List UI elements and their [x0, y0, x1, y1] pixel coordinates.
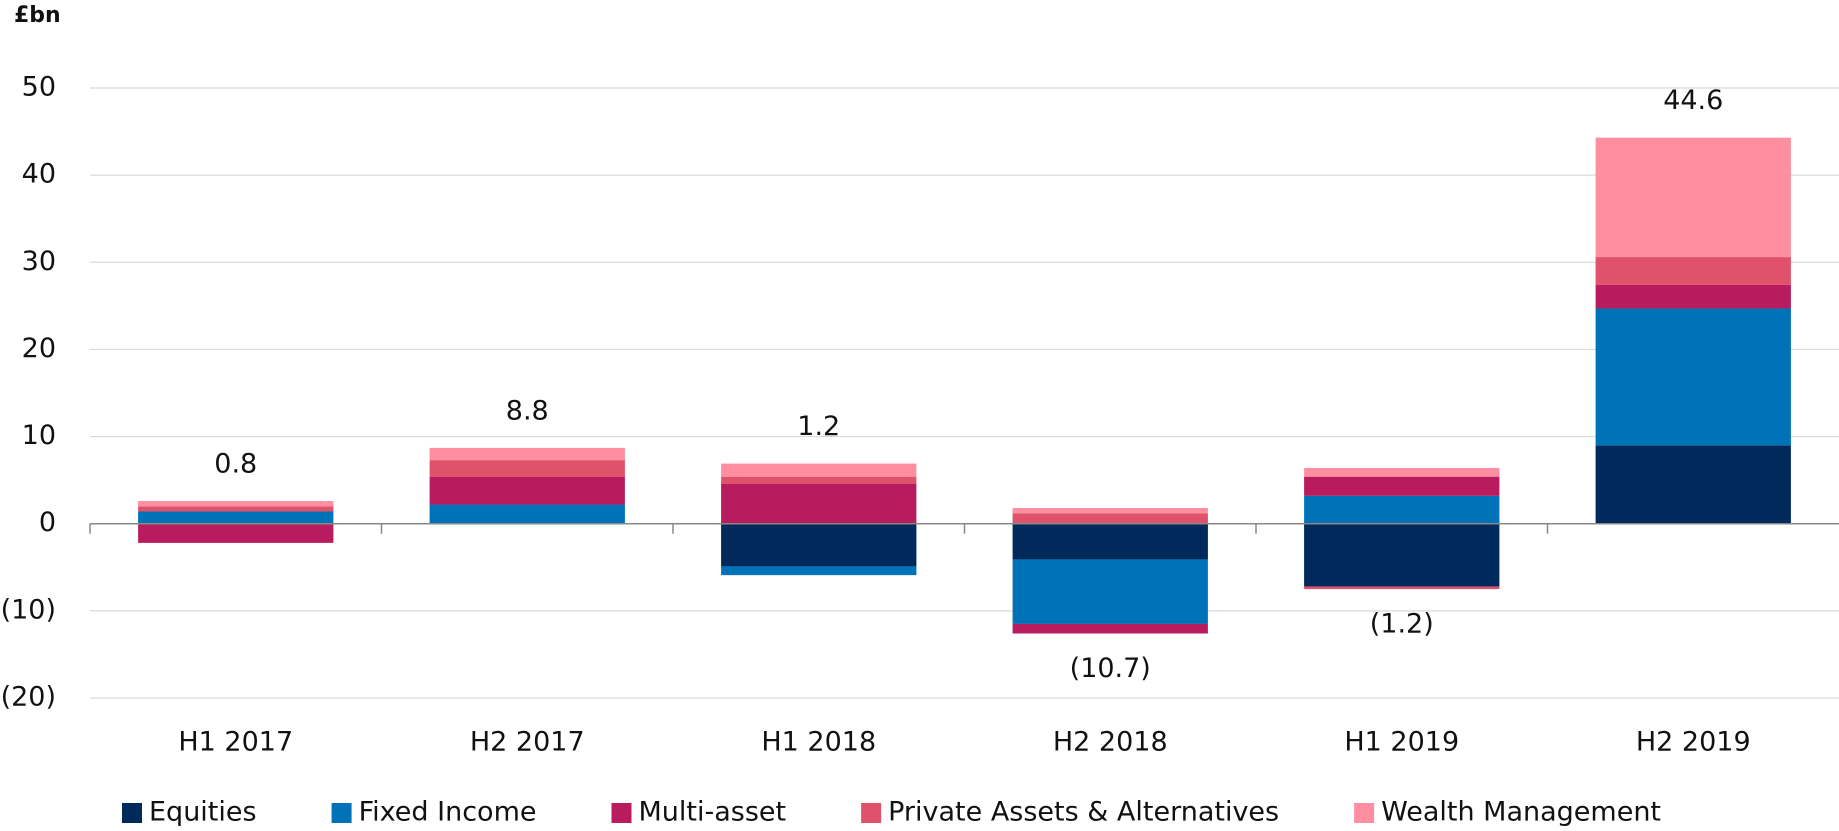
bar-segment — [1304, 467, 1500, 477]
bar-segment — [1012, 623, 1208, 634]
legend-label: Wealth Management — [1381, 797, 1661, 828]
bar-segment — [1595, 445, 1791, 524]
bar-segment — [429, 447, 625, 461]
bar-segment — [721, 566, 917, 576]
bar-segment — [1012, 559, 1208, 624]
y-tick-label: 0 — [39, 507, 56, 538]
y-tick-label: 10 — [22, 420, 56, 451]
y-axis-label: £bn — [14, 3, 61, 28]
y-tick-label: (10) — [1, 594, 56, 625]
bar-segment — [1595, 137, 1791, 258]
bar-segment — [1012, 508, 1208, 514]
bar-segment — [721, 476, 917, 484]
legend-swatch — [331, 803, 352, 823]
total-label: 8.8 — [506, 395, 549, 426]
y-tick-label: 50 — [22, 72, 56, 103]
bar-segment — [1595, 257, 1791, 285]
y-tick-label: (20) — [1, 682, 56, 713]
legend-swatch — [611, 803, 632, 823]
total-label: (10.7) — [1070, 653, 1151, 684]
bar-segment — [138, 501, 334, 507]
legend-label: Fixed Income — [359, 797, 537, 828]
total-label: 1.2 — [797, 411, 840, 442]
legend-swatch — [861, 803, 882, 823]
legend-label: Equities — [149, 797, 257, 828]
bar-segment — [1012, 523, 1208, 560]
bar-segment — [1304, 495, 1500, 524]
legend-swatch — [1354, 803, 1375, 823]
total-label: (1.2) — [1370, 609, 1434, 640]
bar-segment — [1595, 284, 1791, 309]
legend-label: Multi-asset — [638, 797, 786, 828]
bar-segment — [1012, 513, 1208, 524]
bar-segment — [429, 460, 625, 477]
x-tick-label: H1 2017 — [178, 727, 293, 758]
bar-segment — [138, 511, 334, 524]
legend-label: Private Assets & Alternatives — [888, 797, 1279, 828]
bar-segment — [721, 483, 917, 524]
x-tick-label: H2 2019 — [1636, 727, 1751, 758]
x-tick-label: H1 2018 — [761, 727, 876, 758]
x-tick-label: H1 2019 — [1344, 727, 1459, 758]
bar-segment — [1595, 308, 1791, 446]
bar-segment — [138, 523, 334, 543]
bar-segment — [429, 504, 625, 524]
bar-segment — [1304, 523, 1500, 587]
y-tick-label: 20 — [22, 333, 56, 364]
total-label: 44.6 — [1663, 85, 1723, 116]
bar-segment — [1304, 586, 1500, 590]
bar-segment — [429, 476, 625, 505]
total-label: 0.8 — [214, 449, 257, 480]
bar-segment — [138, 506, 334, 512]
x-tick-label: H2 2018 — [1053, 727, 1168, 758]
bar-segment — [721, 463, 917, 477]
bar-segment — [721, 523, 917, 567]
legend-swatch — [122, 803, 142, 823]
y-tick-label: 30 — [22, 246, 56, 277]
bar-segment — [1304, 476, 1500, 496]
y-tick-label: 40 — [22, 159, 56, 190]
x-tick-label: H2 2017 — [470, 727, 585, 758]
